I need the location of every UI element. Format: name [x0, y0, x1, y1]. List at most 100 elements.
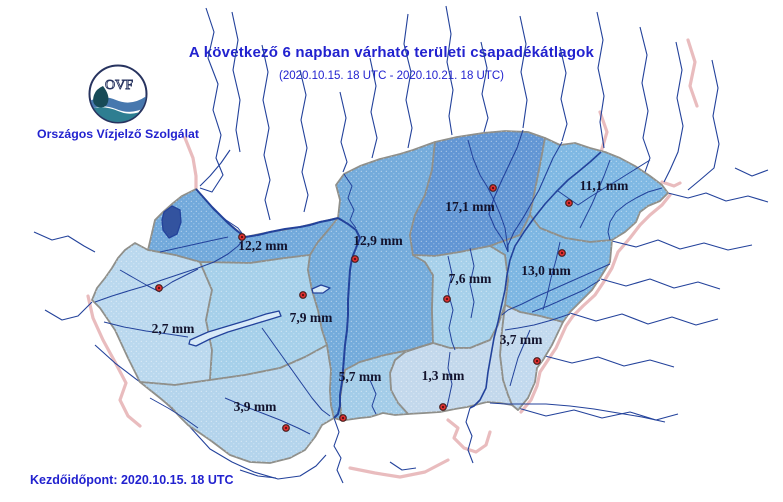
precipitation-label: 3,9 mm: [234, 399, 277, 414]
river-line: [489, 402, 666, 423]
river-line: [596, 11, 605, 149]
river-line: [542, 241, 561, 311]
precipitation-label: 7,9 mm: [290, 310, 333, 325]
country-border-pink-segment: [598, 110, 609, 154]
river-line: [480, 41, 489, 133]
river-line: [600, 278, 721, 290]
precipitation-label: 7,6 mm: [449, 271, 492, 286]
river-line: [519, 15, 528, 129]
river-line: [149, 397, 199, 429]
river-line: [224, 397, 311, 435]
river-line: [333, 217, 361, 419]
river-line: [501, 263, 611, 316]
river-line: [607, 187, 663, 241]
station-dot-center: [353, 257, 357, 261]
station-dot-center: [491, 186, 495, 190]
precipitation-label: 2,7 mm: [152, 321, 195, 336]
river-line: [44, 301, 93, 321]
logo-acronym: OVF: [105, 78, 133, 93]
river-line: [465, 407, 474, 464]
country-border-pink-segment: [519, 193, 672, 414]
river-line: [488, 129, 524, 253]
river-line: [159, 236, 229, 253]
precipitation-label: 11,1 mm: [580, 178, 630, 193]
region-texture: [390, 305, 512, 414]
page-title: A következő 6 napban várható területi cs…: [188, 44, 595, 61]
river-line: [369, 57, 378, 159]
river-line: [195, 188, 339, 238]
river-line: [445, 5, 454, 136]
river-line: [611, 239, 753, 251]
river-line: [199, 7, 224, 193]
country-border-pink-segment: [348, 458, 450, 479]
river-line: [734, 167, 769, 177]
precipitation-label: 12,2 mm: [238, 238, 288, 253]
ovf-logo: OVF: [88, 64, 148, 124]
region-texture: [92, 243, 212, 385]
river-line: [203, 197, 246, 238]
country-border-pink-segment: [446, 418, 492, 454]
lake-velence: [311, 284, 331, 294]
page-subtitle: (2020.10.15. 18 UTC - 2020.10.21. 18 UTC…: [278, 70, 504, 82]
lakes: [161, 205, 331, 347]
organization-name: Országos Vízjelző Szolgálat: [37, 127, 199, 141]
river-line: [343, 173, 357, 229]
catchment-regions: [91, 130, 669, 464]
river-line: [469, 247, 475, 319]
river-line: [119, 269, 161, 293]
river-line: [447, 255, 456, 351]
river-line: [467, 139, 509, 253]
logo-wave-teal: [90, 107, 146, 122]
river-line: [504, 313, 571, 331]
region-texture: [340, 343, 433, 420]
precipitation-label: 3,7 mm: [500, 332, 543, 347]
start-time-label: Kezdőidőpont:: [30, 473, 118, 487]
river-line: [261, 327, 331, 417]
river-line: [369, 379, 377, 415]
river-line: [94, 238, 245, 303]
river-line: [687, 59, 720, 191]
station-dot-center: [441, 405, 445, 409]
river-line: [544, 355, 675, 368]
logo-water-drop: [93, 86, 109, 108]
river-line: [199, 149, 231, 187]
river-line: [507, 141, 563, 252]
region-texture: [490, 215, 612, 322]
region-texture: [530, 138, 668, 242]
river-line: [389, 461, 417, 471]
river-line: [261, 44, 271, 221]
start-time-value: 2020.10.15. 18 UTC: [120, 473, 234, 487]
river-line: [531, 279, 601, 313]
river-line: [446, 351, 453, 408]
country-border-pink-segment: [686, 38, 699, 108]
station-dots: [155, 184, 573, 432]
station-dot-center: [157, 286, 161, 290]
river-line: [333, 417, 344, 484]
precipitation-labels: 12,2 mm 2,7 mm 7,9 mm 3,9 mm 12,9 mm 17,1 mm 1…: [152, 178, 630, 414]
region-texture: [500, 305, 563, 410]
precipitation-label: 13,0 mm: [521, 263, 571, 278]
river-line: [231, 11, 241, 153]
river-line: [639, 26, 651, 173]
region-texture: [413, 246, 508, 348]
river-line: [569, 312, 719, 326]
river-line: [469, 151, 602, 409]
rivers-inside-country: [94, 129, 666, 435]
country-border-pink-segment: [183, 136, 198, 191]
station-dot-center: [341, 416, 345, 420]
precipitation-label: 5,7 mm: [339, 369, 382, 384]
station-dot-center: [567, 201, 571, 205]
river-line: [299, 69, 309, 213]
river-line: [103, 321, 189, 338]
region-texture: [410, 131, 545, 256]
station-dot-center: [560, 251, 564, 255]
neighbor-border-lines: [86, 38, 699, 479]
lake-ferto: [161, 205, 182, 239]
station-dot-center: [240, 235, 244, 239]
rivers-outside-country: [33, 5, 769, 484]
river-line: [339, 91, 348, 173]
station-dot-center: [535, 359, 539, 363]
lake-balaton: [188, 310, 282, 347]
station-dot-center: [284, 426, 288, 430]
